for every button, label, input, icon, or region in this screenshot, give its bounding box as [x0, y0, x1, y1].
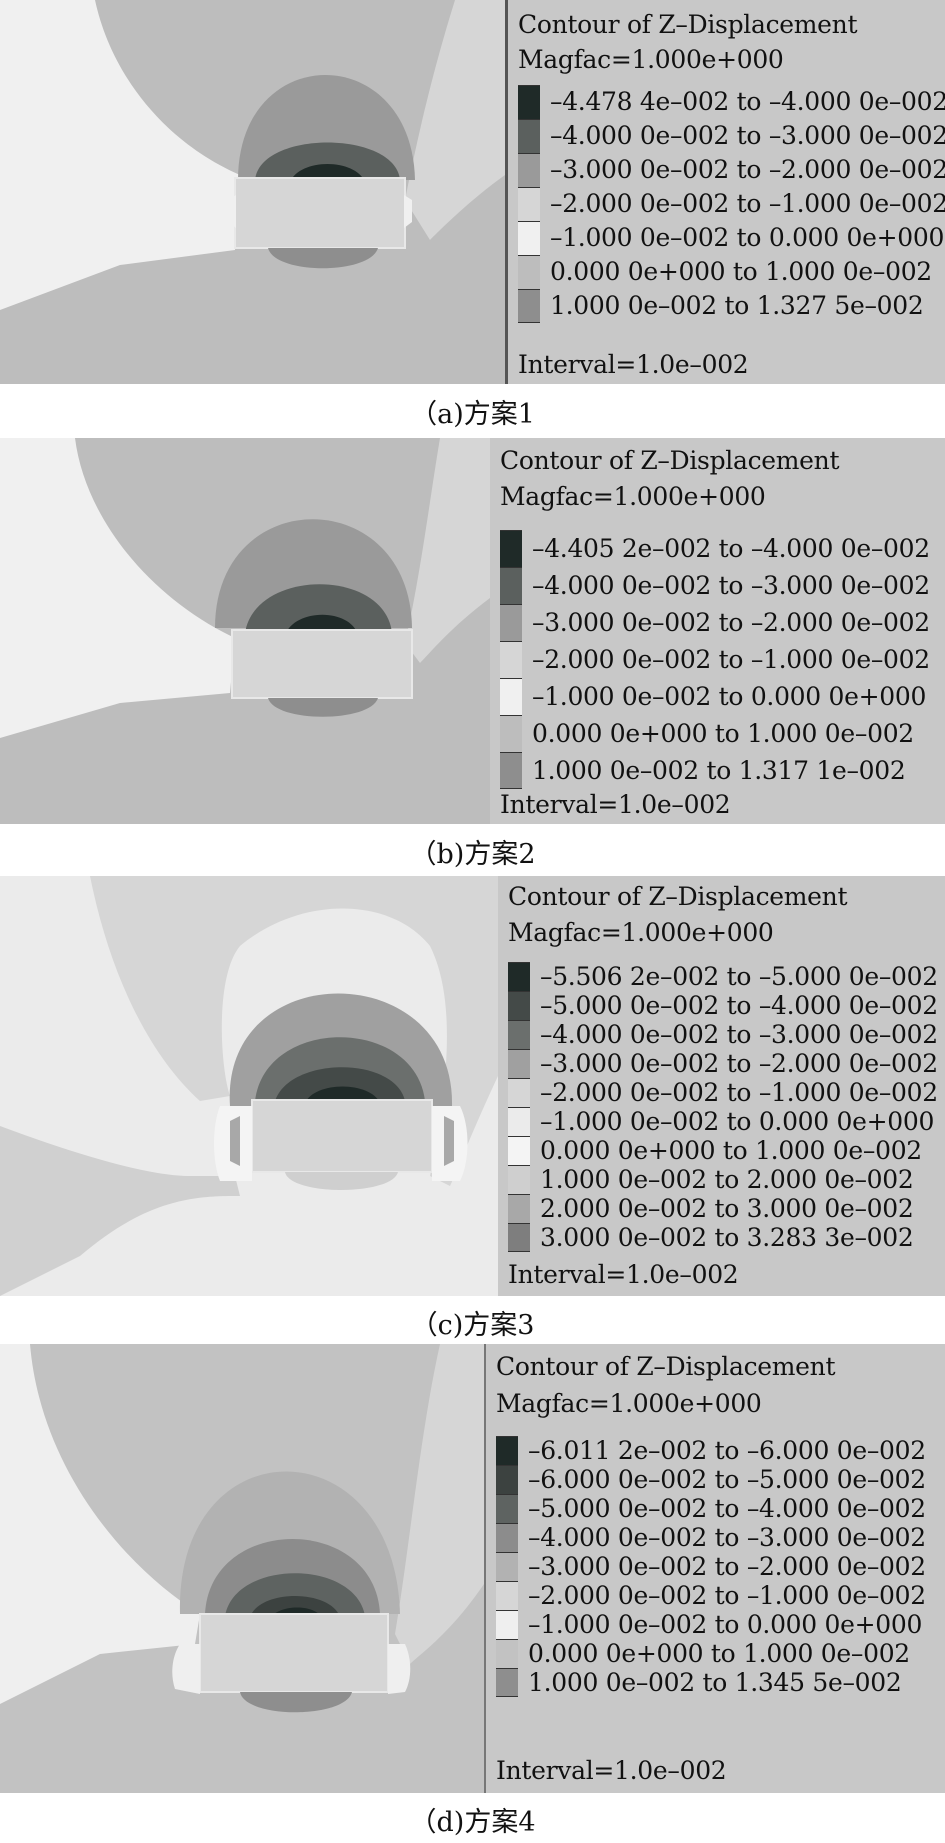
contour-plot-c [0, 876, 498, 1296]
legend-swatch [518, 85, 540, 119]
contour-figure-c: Contour of Z–Displacement Magfac=1.000e+… [0, 876, 945, 1296]
legend-swatch [500, 678, 522, 715]
magfac-label: Magfac=1.000e+000 [508, 918, 774, 947]
legend-swatch [500, 641, 522, 678]
legend-swatch [518, 119, 540, 153]
legend-swatch [496, 1494, 518, 1523]
legend-swatch [496, 1581, 518, 1610]
legend-title: Contour of Z–Displacement [518, 10, 858, 39]
legend-label: 0.000 0e+000 to 1.000 0e–002 [532, 719, 914, 748]
legend-swatch [508, 1136, 530, 1165]
legend-swatch [500, 530, 522, 567]
legend-swatch [496, 1668, 518, 1697]
legend-swatch [496, 1639, 518, 1668]
legend-a: Contour of Z–Displacement Magfac=1.000e+… [505, 0, 945, 384]
legend-swatch [518, 255, 540, 289]
legend-label: –3.000 0e–002 to –2.000 0e–002 [532, 608, 930, 637]
legend-label: –2.000 0e–002 to –1.000 0e–002 [532, 645, 930, 674]
legend-label: –4.000 0e–002 to –3.000 0e–002 [528, 1523, 926, 1552]
legend-label: –4.000 0e–002 to –3.000 0e–002 [532, 571, 930, 600]
legend-label: –6.000 0e–002 to –5.000 0e–002 [528, 1465, 926, 1494]
contour-figure-d: Contour of Z–Displacement Magfac=1.000e+… [0, 1344, 945, 1793]
legend-title: Contour of Z–Displacement [496, 1352, 836, 1381]
legend-label: –3.000 0e–002 to –2.000 0e–002 [540, 1049, 938, 1078]
legend-b: Contour of Z–Displacement Magfac=1.000e+… [490, 438, 945, 824]
panel-a: Contour of Z–Displacement Magfac=1.000e+… [0, 0, 945, 434]
panel-b: Contour of Z–Displacement Magfac=1.000e+… [0, 438, 945, 870]
legend-title: Contour of Z–Displacement [508, 882, 848, 911]
legend-d: Contour of Z–Displacement Magfac=1.000e+… [484, 1344, 945, 1793]
legend-swatch [508, 1223, 530, 1252]
panel-d: Contour of Z–Displacement Magfac=1.000e+… [0, 1344, 945, 1843]
legend-label: 0.000 0e+000 to 1.000 0e–002 [540, 1136, 922, 1165]
legend-swatch [500, 567, 522, 604]
legend-label: –4.000 0e–002 to –3.000 0e–002 [550, 121, 945, 150]
legend-swatch [518, 187, 540, 221]
legend-swatch [508, 1165, 530, 1194]
interval-label: Interval=1.0e–002 [500, 790, 731, 819]
legend-label: –2.000 0e–002 to –1.000 0e–002 [550, 189, 945, 218]
interval-label: Interval=1.0e–002 [508, 1260, 739, 1289]
legend-label: –1.000 0e–002 to 0.000 0e+000 [550, 223, 945, 252]
legend-swatch [508, 1107, 530, 1136]
legend-swatch [508, 1049, 530, 1078]
legend-swatch [500, 752, 522, 789]
legend-swatch [508, 1194, 530, 1223]
magfac-label: Magfac=1.000e+000 [496, 1389, 762, 1418]
legend-label: –2.000 0e–002 to –1.000 0e–002 [540, 1078, 938, 1107]
legend-swatch [496, 1552, 518, 1581]
legend-swatch [500, 715, 522, 752]
interval-label: Interval=1.0e–002 [496, 1756, 727, 1785]
legend-label: –5.000 0e–002 to –4.000 0e–002 [540, 991, 938, 1020]
legend-swatch [496, 1436, 518, 1465]
legend-label: 0.000 0e+000 to 1.000 0e–002 [550, 257, 932, 286]
panel-c: Contour of Z–Displacement Magfac=1.000e+… [0, 876, 945, 1346]
legend-swatch [518, 289, 540, 323]
legend-label: –6.011 2e–002 to –6.000 0e–002 [528, 1436, 926, 1465]
legend-label: 1.000 0e–002 to 1.345 5e–002 [528, 1668, 902, 1697]
caption-c: （c)方案3 [410, 1310, 535, 1341]
interval-label: Interval=1.0e–002 [518, 350, 749, 379]
legend-c: Contour of Z–Displacement Magfac=1.000e+… [498, 876, 945, 1296]
legend-label: –2.000 0e–002 to –1.000 0e–002 [528, 1581, 926, 1610]
legend-label: –1.000 0e–002 to 0.000 0e+000 [540, 1107, 935, 1136]
legend-swatch [508, 1078, 530, 1107]
legend-label: –5.506 2e–002 to –5.000 0e–002 [540, 962, 938, 991]
legend-label: 1.000 0e–002 to 2.000 0e–002 [540, 1165, 914, 1194]
legend-label: –1.000 0e–002 to 0.000 0e+000 [528, 1610, 923, 1639]
magfac-label: Magfac=1.000e+000 [500, 482, 766, 511]
legend-label: –5.000 0e–002 to –4.000 0e–002 [528, 1494, 926, 1523]
legend-label: 1.000 0e–002 to 1.327 5e–002 [550, 291, 924, 320]
contour-plot-b [0, 438, 490, 824]
legend-swatch [496, 1523, 518, 1552]
legend-label: 2.000 0e–002 to 3.000 0e–002 [540, 1194, 914, 1223]
legend-swatch [518, 153, 540, 187]
caption-d: （d)方案4 [409, 1807, 536, 1838]
magfac-label: Magfac=1.000e+000 [518, 45, 784, 74]
legend-swatch [496, 1610, 518, 1639]
legend-swatch [500, 604, 522, 641]
contour-figure-a: Contour of Z–Displacement Magfac=1.000e+… [0, 0, 945, 384]
legend-label: 3.000 0e–002 to 3.283 3e–002 [540, 1223, 914, 1252]
legend-title: Contour of Z–Displacement [500, 446, 840, 475]
contour-plot-d [0, 1344, 484, 1793]
legend-label: –4.478 4e–002 to –4.000 0e–002 [550, 87, 945, 116]
caption-a: （a)方案1 [410, 399, 535, 430]
legend-label: –3.000 0e–002 to –2.000 0e–002 [528, 1552, 926, 1581]
legend-swatch [518, 221, 540, 255]
legend-swatch [508, 1020, 530, 1049]
legend-label: –1.000 0e–002 to 0.000 0e+000 [532, 682, 927, 711]
legend-label: 1.000 0e–002 to 1.317 1e–002 [532, 756, 906, 785]
legend-label: –4.000 0e–002 to –3.000 0e–002 [540, 1020, 938, 1049]
legend-label: –3.000 0e–002 to –2.000 0e–002 [550, 155, 945, 184]
legend-swatch [496, 1465, 518, 1494]
legend-label: –4.405 2e–002 to –4.000 0e–002 [532, 534, 930, 563]
caption-b: （b)方案2 [409, 839, 536, 870]
contour-figure-b: Contour of Z–Displacement Magfac=1.000e+… [0, 438, 945, 824]
legend-swatch [508, 962, 530, 991]
legend-swatch [508, 991, 530, 1020]
legend-label: 0.000 0e+000 to 1.000 0e–002 [528, 1639, 910, 1668]
contour-plot-a [0, 0, 505, 384]
